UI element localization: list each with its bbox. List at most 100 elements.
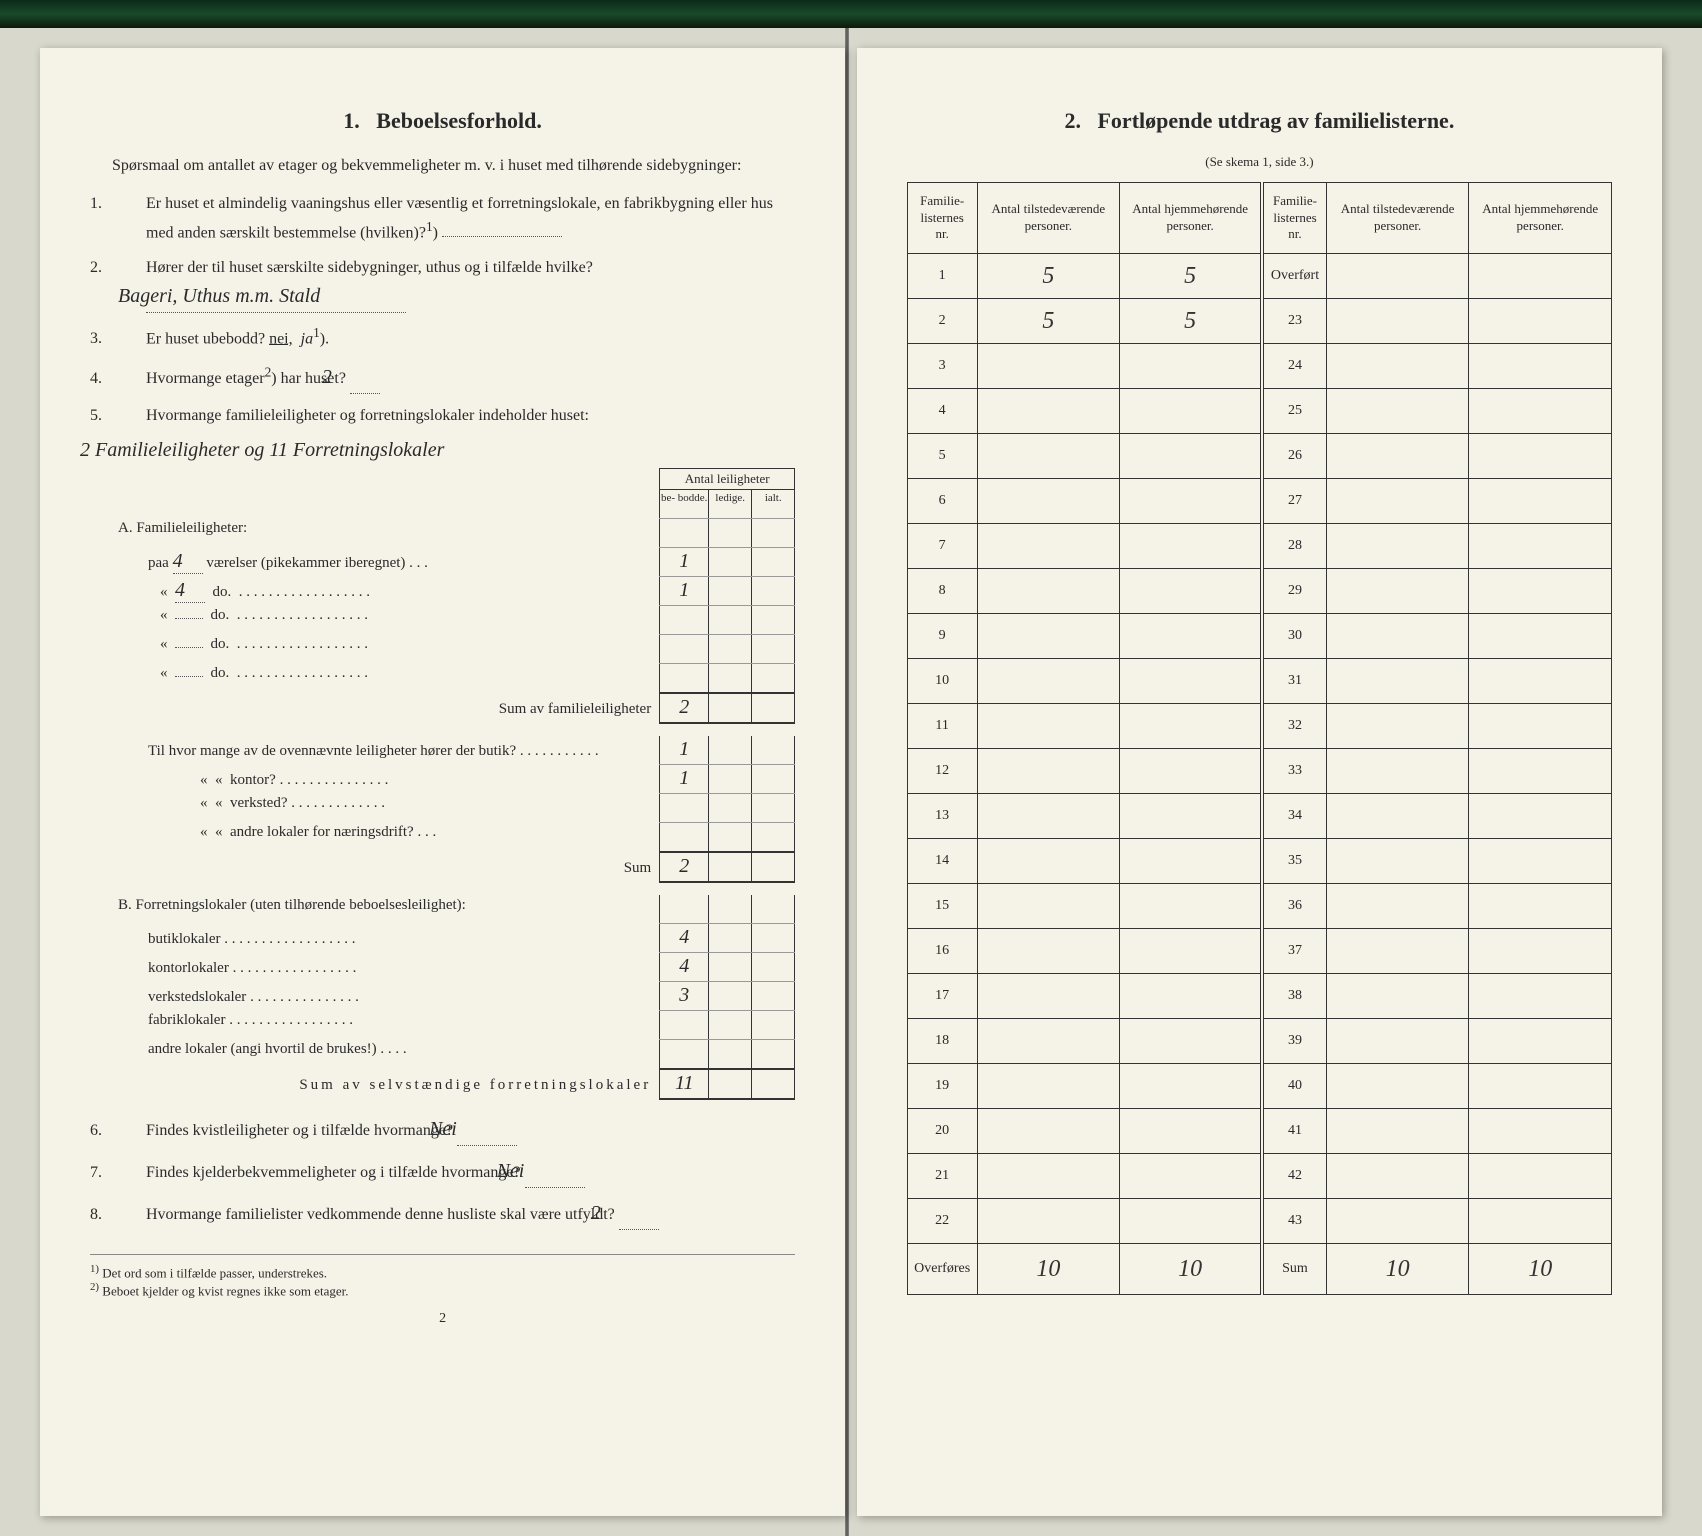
cell-hjemme	[1120, 974, 1263, 1019]
scanner-top-bar	[0, 0, 1702, 28]
q4-sup: 2	[265, 365, 272, 380]
q3-num: 3.	[118, 327, 142, 352]
table-row: 425	[907, 389, 1611, 434]
cell-tilstede	[977, 929, 1120, 974]
right-section-title: Fortløpende utdrag av familielisterne.	[1097, 108, 1454, 133]
cell-hjemme-r	[1469, 434, 1612, 479]
cell-nr-r: 41	[1262, 1109, 1326, 1154]
cell-tilstede	[977, 884, 1120, 929]
cell-tilstede-r	[1326, 479, 1469, 524]
question-7: 7. Findes kjelderbekvemmeligheter og i t…	[118, 1156, 795, 1188]
A-rooms1: 4	[173, 550, 203, 574]
table-row: 2041	[907, 1109, 1611, 1154]
cell-hjemme	[1120, 704, 1263, 749]
cell-nr: 15	[907, 884, 977, 929]
A-sum2: 2	[660, 852, 709, 882]
q6-text: Findes kvistleiligheter og i tilfælde hv…	[146, 1122, 453, 1139]
table-row: 2243	[907, 1199, 1611, 1244]
cell-hjemme	[1120, 344, 1263, 389]
cell-nr-r: 38	[1262, 974, 1326, 1019]
q7-text: Findes kjelderbekvemmeligheter og i tilf…	[146, 1164, 521, 1181]
q4b: har huset?	[281, 370, 346, 387]
cell-tilstede-r	[1326, 389, 1469, 434]
cell-tilstede-r	[1326, 929, 1469, 974]
cell-nr-r: 39	[1262, 1019, 1326, 1064]
A-verksted-label: verksted?	[230, 795, 287, 811]
cell-tilstede	[977, 839, 1120, 884]
cell-hjemme-r	[1469, 344, 1612, 389]
cell-hjemme	[1120, 479, 1263, 524]
cell-hjemme-r	[1469, 1019, 1612, 1064]
sum-t: 10	[1326, 1244, 1469, 1295]
cell-hjemme-r	[1469, 659, 1612, 704]
cell-nr: 19	[907, 1064, 977, 1109]
th-hjemme-1: Antal hjemmehørende personer.	[1120, 183, 1263, 254]
cell-tilstede-r	[1326, 794, 1469, 839]
cell-hjemme-r	[1469, 704, 1612, 749]
cell-nr: 17	[907, 974, 977, 1019]
cell-nr-r: 26	[1262, 434, 1326, 479]
q3-nei: nei,	[269, 330, 293, 347]
fn2-num: 2)	[90, 1281, 99, 1293]
table-row: 728	[907, 524, 1611, 569]
A-do2: do.	[213, 584, 232, 600]
q4-answer: 2	[350, 362, 380, 394]
cell-tilstede	[977, 524, 1120, 569]
cell-hjemme	[1120, 434, 1263, 479]
A-val1: 1	[660, 547, 709, 576]
cell-nr-r: 29	[1262, 569, 1326, 614]
A-rooms2: 4	[175, 579, 205, 603]
cell-nr-r: 37	[1262, 929, 1326, 974]
cell-tilstede	[977, 1199, 1120, 1244]
table-row: 1435	[907, 839, 1611, 884]
q2-answer: Bageri, Uthus m.m. Stald	[146, 281, 406, 313]
fn1-num: 1)	[90, 1263, 99, 1275]
q1-num: 1.	[118, 192, 142, 217]
B-sum-label: Sum av selvstændige forretningslokaler	[299, 1077, 651, 1093]
cell-hjemme	[1120, 614, 1263, 659]
q7-num: 7.	[118, 1161, 142, 1186]
left-title: 1. Beboelsesforhold.	[90, 108, 795, 134]
table-row: 526	[907, 434, 1611, 479]
q1-sup: 1	[426, 219, 433, 234]
B-butik-label: butiklokaler	[148, 931, 220, 947]
cell-tilstede	[977, 974, 1120, 1019]
cell-nr: 20	[907, 1109, 977, 1154]
A-sum2-label: Sum	[90, 852, 660, 882]
cell-nr-r: 40	[1262, 1064, 1326, 1109]
cell-tilstede-r	[1326, 299, 1469, 344]
family-table: Familie- listernes nr. Antal tilstedevær…	[907, 182, 1612, 1295]
cell-tilstede-r	[1326, 524, 1469, 569]
cell-nr-r: 28	[1262, 524, 1326, 569]
table-row: 2142	[907, 1154, 1611, 1199]
cell-nr: 18	[907, 1019, 977, 1064]
cell-hjemme-r	[1469, 1199, 1612, 1244]
cell-hjemme-r	[1469, 569, 1612, 614]
fn1: Det ord som i tilfælde passer, understre…	[102, 1265, 327, 1280]
table-row: 155Overført	[907, 254, 1611, 299]
cell-hjemme-r	[1469, 479, 1612, 524]
cell-nr-r: 24	[1262, 344, 1326, 389]
right-title: 2. Fortløpende utdrag av familielisterne…	[907, 108, 1612, 134]
cell-hjemme-r	[1469, 749, 1612, 794]
cell-nr: 22	[907, 1199, 977, 1244]
cell-tilstede-r	[1326, 434, 1469, 479]
B-fabrik-label: fabriklokaler	[148, 1012, 225, 1028]
cell-tilstede-r	[1326, 839, 1469, 884]
th-bebodde: be- bodde.	[660, 489, 709, 518]
question-8: 8. Hvormange familielister vedkommende d…	[118, 1198, 795, 1230]
question-2: 2. Hører der til huset særskilte sidebyg…	[118, 256, 795, 313]
A-butik-q: Til hvor mange av de ovennævnte leilighe…	[148, 743, 516, 759]
right-page: 2. Fortløpende utdrag av familielisterne…	[857, 48, 1662, 1516]
cell-nr: 12	[907, 749, 977, 794]
q5-text: Hvormange familieleiligheter og forretni…	[146, 407, 589, 424]
table-row: 1839	[907, 1019, 1611, 1064]
cell-tilstede	[977, 389, 1120, 434]
cell-hjemme	[1120, 839, 1263, 884]
table-row: 324	[907, 344, 1611, 389]
intro-text: Spørsmaal om antallet av etager og bekve…	[90, 154, 795, 178]
cell-nr: 6	[907, 479, 977, 524]
cell-tilstede-r	[1326, 1064, 1469, 1109]
cell-hjemme-r	[1469, 839, 1612, 884]
left-section-number: 1.	[343, 108, 360, 133]
